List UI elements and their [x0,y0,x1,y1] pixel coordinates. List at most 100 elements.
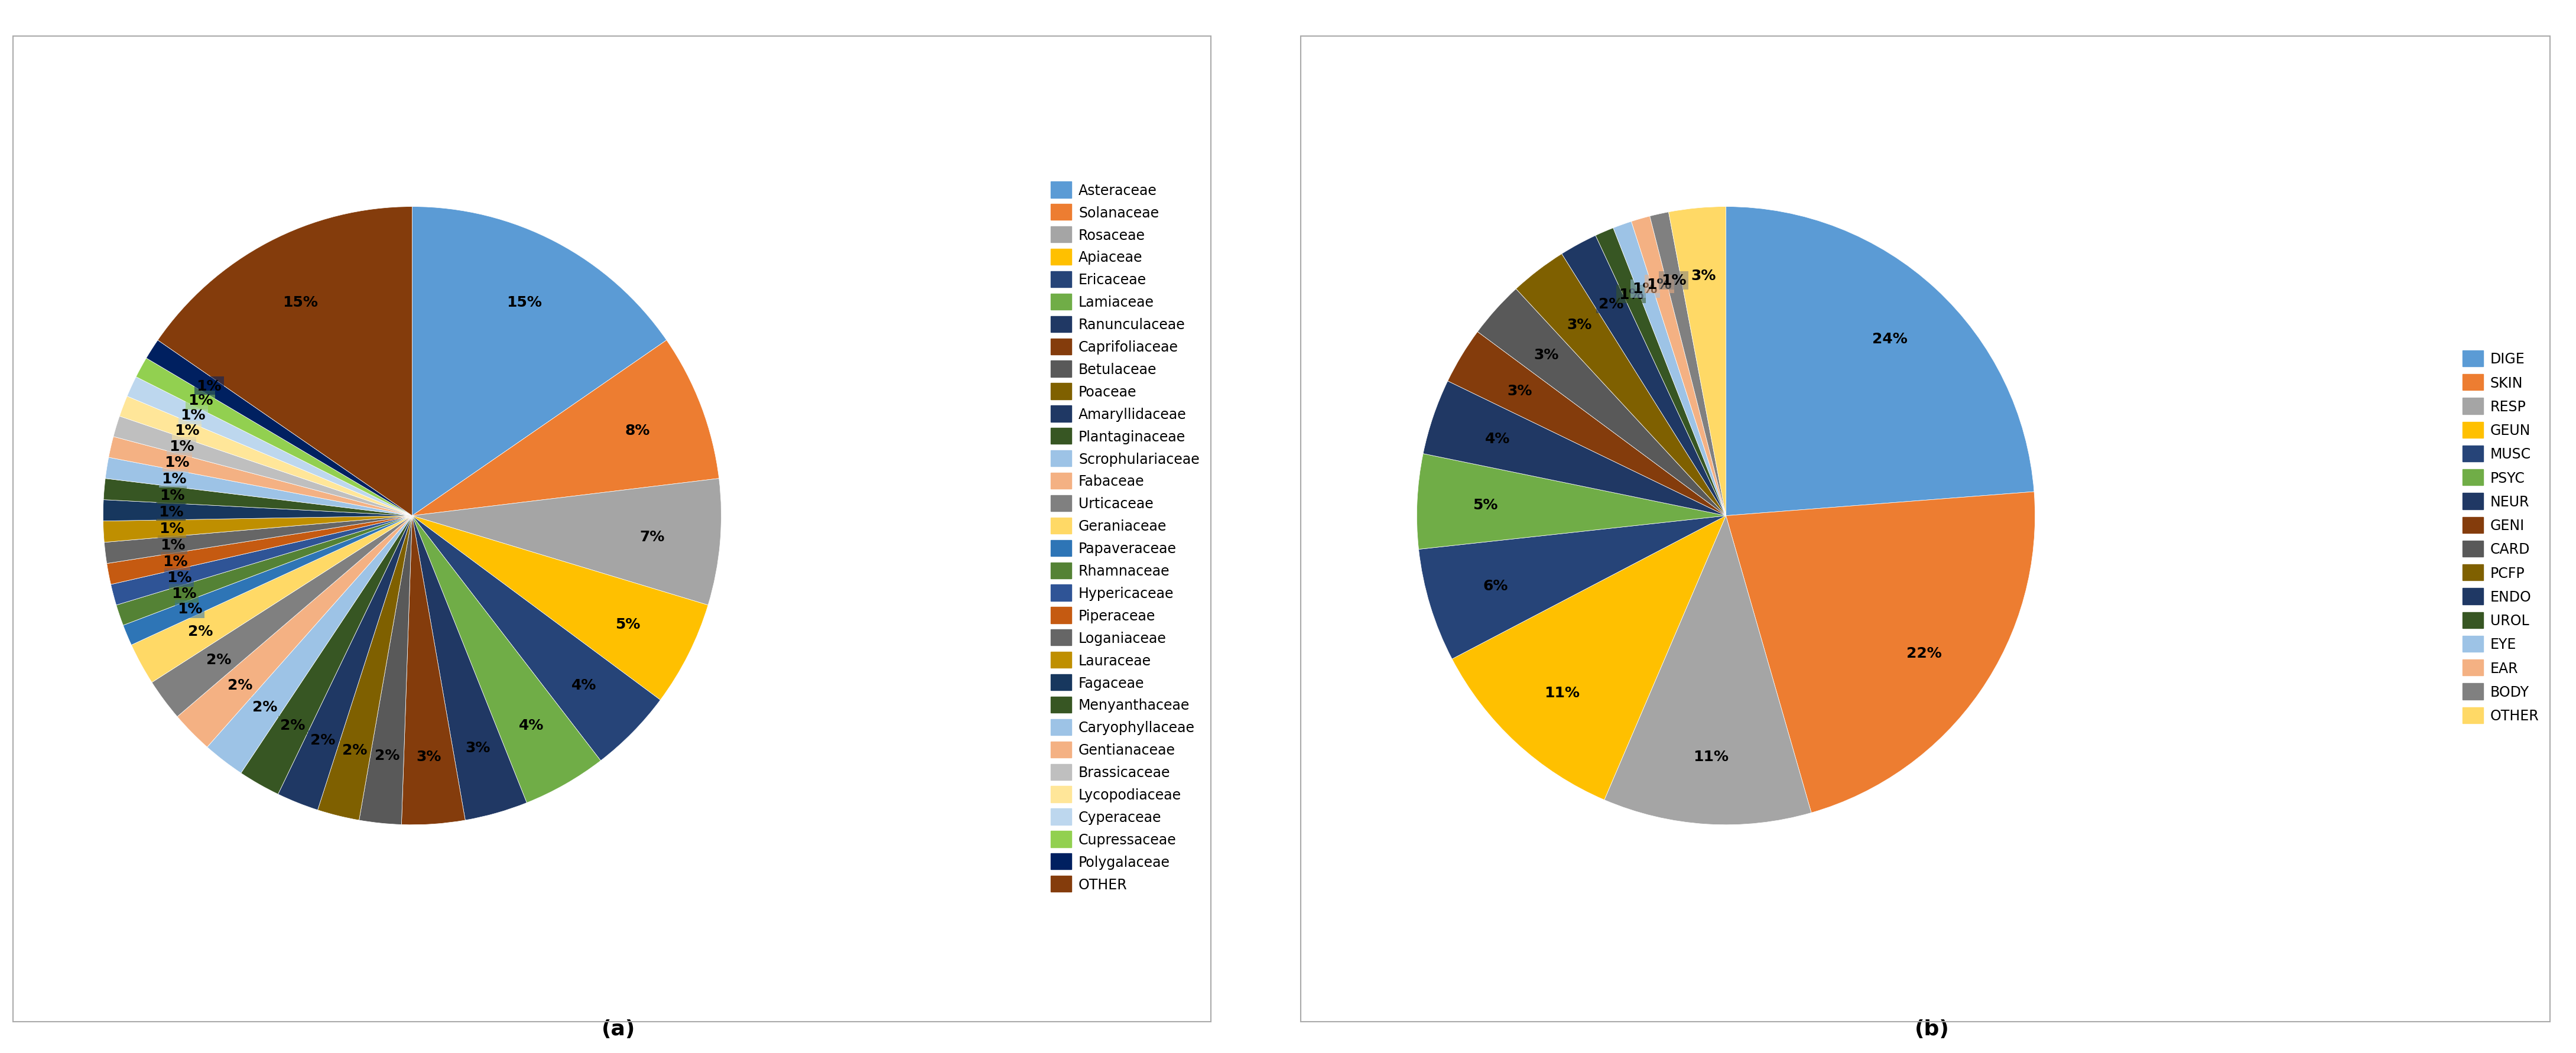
Text: 1%: 1% [162,554,188,569]
Wedge shape [412,479,721,605]
Wedge shape [317,516,412,820]
Wedge shape [1669,207,1726,516]
Text: 1%: 1% [167,571,191,584]
Wedge shape [412,207,667,516]
Text: 3%: 3% [1566,318,1592,332]
Wedge shape [103,479,412,516]
Wedge shape [1419,516,1726,659]
Text: 4%: 4% [572,678,598,692]
Text: 1%: 1% [160,489,185,502]
Text: 1%: 1% [1662,274,1687,287]
Text: 2%: 2% [309,733,335,747]
Text: 3%: 3% [1533,349,1558,362]
Wedge shape [103,516,412,563]
Text: 2%: 2% [374,749,399,762]
Text: 1%: 1% [188,393,214,408]
Text: 7%: 7% [639,530,665,543]
Wedge shape [111,516,412,605]
Wedge shape [1517,254,1726,516]
Wedge shape [1479,290,1726,516]
Wedge shape [147,340,412,516]
Text: 1%: 1% [162,472,185,485]
Text: 3%: 3% [1507,384,1533,398]
Wedge shape [1605,516,1811,824]
Wedge shape [358,516,412,824]
Wedge shape [1561,236,1726,516]
Text: 2%: 2% [227,678,252,692]
Wedge shape [1595,229,1726,516]
Wedge shape [1453,516,1726,800]
Text: 2%: 2% [343,742,366,757]
Text: 1%: 1% [160,504,183,519]
Text: 4%: 4% [518,718,544,733]
Text: 5%: 5% [1473,498,1497,512]
Text: 2%: 2% [206,653,232,667]
Legend: DIGE, SKIN, RESP, GEUN, MUSC, PSYC, NEUR, GENI, CARD, PCFP, ENDO, UROL, EYE, EAR: DIGE, SKIN, RESP, GEUN, MUSC, PSYC, NEUR… [2458,346,2543,728]
Wedge shape [116,516,412,625]
Wedge shape [103,516,412,542]
Wedge shape [412,516,526,820]
Text: 11%: 11% [1546,686,1579,700]
Text: 15%: 15% [507,296,541,310]
Text: (a): (a) [600,1019,636,1039]
Wedge shape [1613,222,1726,516]
Text: (b): (b) [1914,1019,1950,1039]
Text: 1%: 1% [170,439,193,454]
Wedge shape [137,358,412,516]
Wedge shape [412,340,719,516]
Text: 3%: 3% [1690,269,1716,283]
Text: 22%: 22% [1906,647,1942,660]
Text: 1%: 1% [1633,282,1656,296]
Wedge shape [124,516,412,645]
Wedge shape [126,377,412,516]
Wedge shape [278,516,412,810]
Wedge shape [242,516,412,794]
Text: 1%: 1% [160,538,185,552]
Text: 8%: 8% [626,423,649,438]
Wedge shape [131,516,412,682]
Text: 3%: 3% [466,740,489,755]
Wedge shape [402,516,466,824]
Wedge shape [1417,454,1726,550]
Text: 5%: 5% [616,617,639,632]
Wedge shape [412,516,708,700]
Wedge shape [103,500,412,521]
Wedge shape [1649,213,1726,516]
Text: 2%: 2% [188,624,214,639]
Text: 2%: 2% [252,700,278,714]
Text: 1%: 1% [173,587,196,600]
Text: 1%: 1% [175,423,198,438]
Wedge shape [412,516,600,802]
Wedge shape [1631,217,1726,516]
Text: 1%: 1% [1618,287,1643,301]
Text: 11%: 11% [1692,750,1728,763]
Text: 1%: 1% [196,379,222,393]
Text: 6%: 6% [1484,579,1507,593]
Text: 1%: 1% [1646,277,1672,292]
Wedge shape [157,207,412,516]
Text: 3%: 3% [417,750,440,763]
Wedge shape [206,516,412,773]
Wedge shape [1448,332,1726,516]
Text: 2%: 2% [281,718,307,733]
Wedge shape [178,516,412,748]
Wedge shape [412,516,659,760]
Text: 1%: 1% [178,602,204,616]
Wedge shape [1726,492,2035,813]
Text: 2%: 2% [1597,297,1623,312]
Wedge shape [106,516,412,584]
Wedge shape [108,437,412,516]
Wedge shape [1726,207,2035,516]
Text: 15%: 15% [283,296,317,310]
Wedge shape [118,397,412,516]
Text: 1%: 1% [160,521,183,536]
Wedge shape [1422,381,1726,516]
Text: 24%: 24% [1873,332,1906,346]
Wedge shape [106,458,412,516]
Wedge shape [113,416,412,516]
Legend: Asteraceae, Solanaceae, Rosaceae, Apiaceae, Ericaceae, Lamiaceae, Ranunculaceae,: Asteraceae, Solanaceae, Rosaceae, Apiace… [1046,178,1203,896]
Text: 1%: 1% [180,409,206,422]
Wedge shape [152,516,412,717]
Text: 1%: 1% [165,455,191,470]
Text: 4%: 4% [1484,432,1510,445]
